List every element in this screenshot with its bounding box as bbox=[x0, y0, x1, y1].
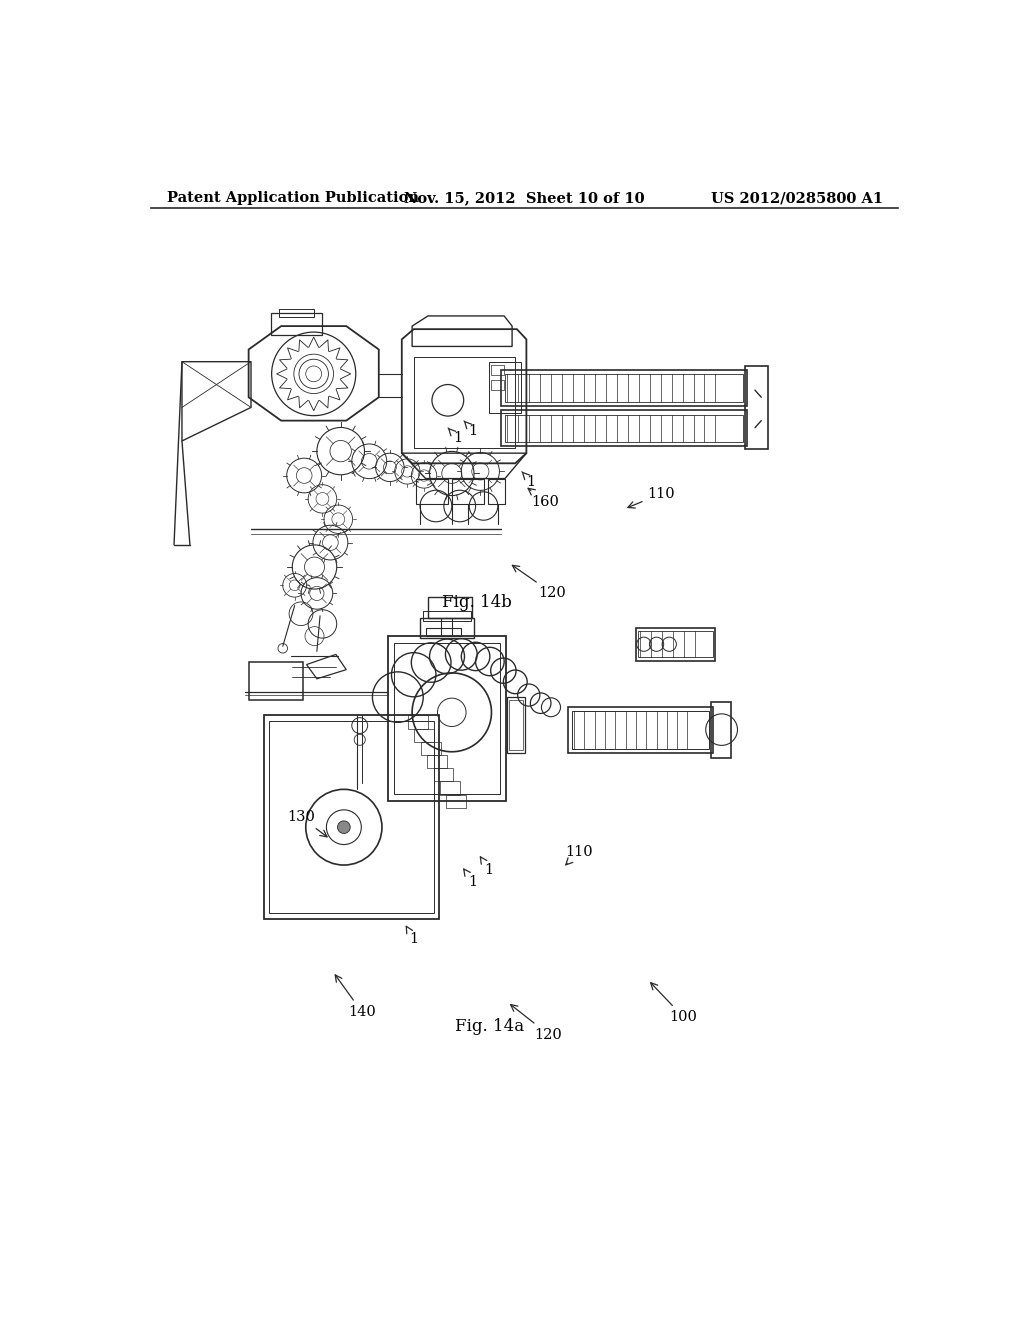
Bar bbox=[394, 643, 500, 793]
Text: US 2012/0285800 A1: US 2012/0285800 A1 bbox=[711, 191, 883, 206]
Bar bbox=[501, 411, 748, 446]
Bar bbox=[388, 636, 506, 801]
Bar bbox=[421, 742, 440, 755]
Text: Nov. 15, 2012  Sheet 10 of 10: Nov. 15, 2012 Sheet 10 of 10 bbox=[404, 191, 645, 206]
Text: Fig. 14a: Fig. 14a bbox=[455, 1018, 523, 1035]
Text: 160: 160 bbox=[528, 488, 559, 510]
Text: Fig. 14b: Fig. 14b bbox=[442, 594, 512, 611]
Circle shape bbox=[338, 821, 350, 833]
Bar bbox=[416, 479, 447, 504]
Text: Patent Application Publication: Patent Application Publication bbox=[167, 191, 419, 206]
Bar bbox=[568, 708, 713, 752]
Bar bbox=[446, 795, 466, 808]
Bar bbox=[269, 722, 434, 912]
Text: 120: 120 bbox=[512, 565, 566, 601]
Text: 110: 110 bbox=[628, 487, 675, 508]
Bar bbox=[420, 618, 474, 638]
Bar bbox=[492, 380, 504, 391]
Bar bbox=[415, 729, 434, 742]
Bar bbox=[270, 313, 323, 335]
Bar bbox=[433, 768, 454, 781]
Bar bbox=[414, 356, 515, 447]
Text: 130: 130 bbox=[287, 810, 327, 837]
Bar bbox=[505, 414, 743, 442]
Bar bbox=[452, 479, 483, 504]
Text: 1: 1 bbox=[522, 471, 536, 488]
Bar bbox=[409, 715, 428, 729]
Text: 1: 1 bbox=[464, 869, 478, 890]
Bar bbox=[507, 697, 525, 752]
Bar bbox=[279, 309, 314, 317]
Bar bbox=[572, 711, 709, 748]
Bar bbox=[745, 366, 768, 449]
Text: 1: 1 bbox=[449, 428, 462, 445]
Text: 100: 100 bbox=[650, 982, 697, 1024]
Text: 1: 1 bbox=[407, 927, 418, 946]
Text: 120: 120 bbox=[511, 1005, 562, 1041]
Bar bbox=[501, 370, 748, 407]
Text: 140: 140 bbox=[335, 975, 376, 1019]
Bar bbox=[440, 781, 460, 795]
Bar bbox=[492, 364, 504, 375]
Bar bbox=[428, 598, 472, 618]
Bar bbox=[489, 362, 521, 412]
Bar bbox=[426, 628, 461, 636]
Bar bbox=[638, 631, 713, 657]
Text: 1: 1 bbox=[480, 857, 494, 876]
Bar bbox=[264, 715, 439, 919]
Text: 110: 110 bbox=[565, 845, 593, 865]
Bar bbox=[509, 700, 523, 750]
Bar bbox=[427, 755, 447, 768]
Bar bbox=[423, 611, 471, 620]
Bar bbox=[487, 479, 505, 504]
Bar bbox=[636, 628, 715, 660]
Bar bbox=[712, 702, 731, 758]
Bar bbox=[249, 661, 303, 700]
Text: 1: 1 bbox=[464, 421, 478, 438]
Bar bbox=[505, 374, 743, 403]
